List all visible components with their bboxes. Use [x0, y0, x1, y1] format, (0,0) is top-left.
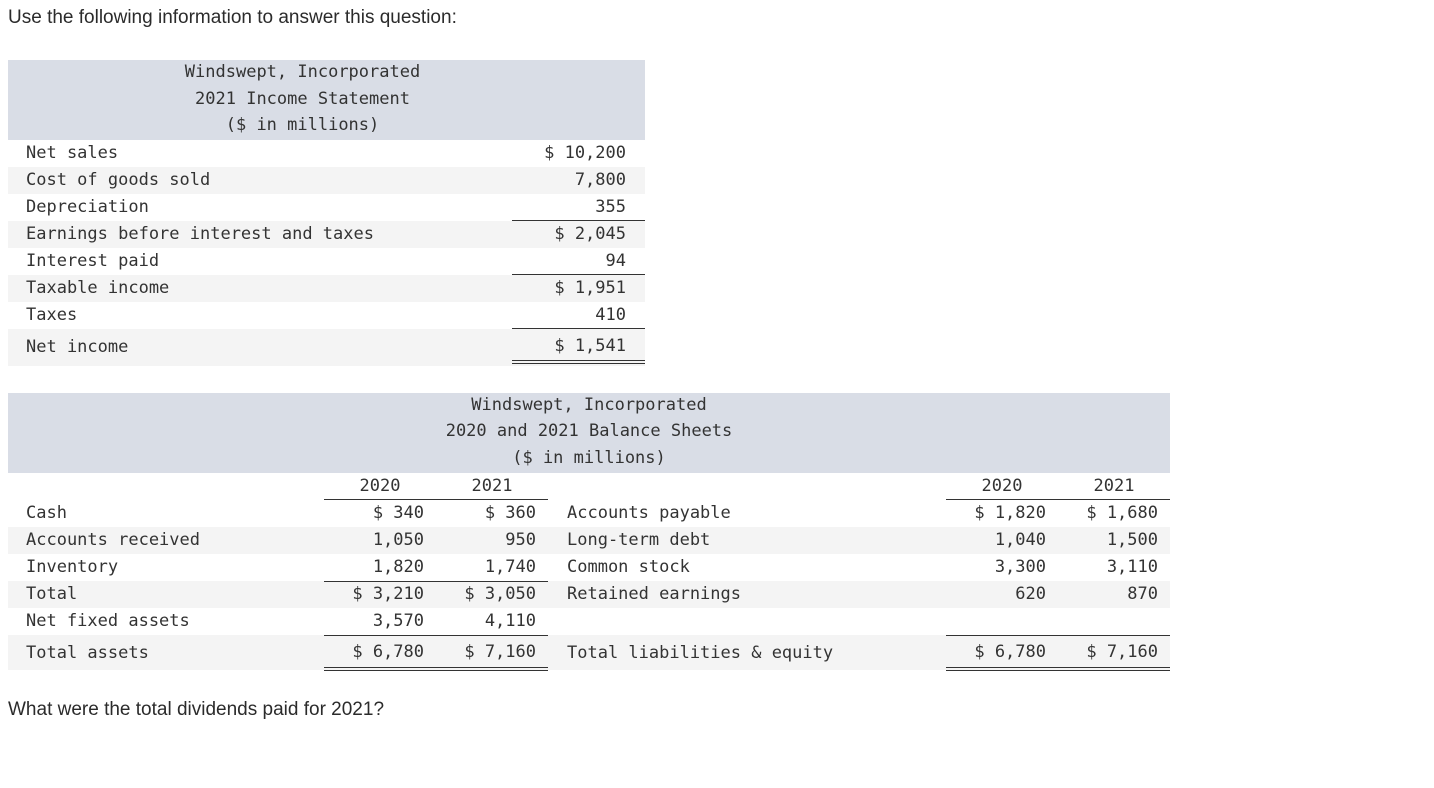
liability-2021: $ 1,680: [1086, 503, 1158, 523]
balance-sheet-units: ($ in millions): [512, 448, 666, 468]
double-rule-top: [512, 360, 645, 361]
table-row: Net fixed assets 3,570 4,110: [8, 608, 1170, 635]
row-value: 355: [595, 197, 626, 217]
income-statement-units: ($ in millions): [225, 115, 380, 135]
subtotal-rule: [324, 581, 548, 582]
asset-2021: 950: [505, 530, 536, 550]
subtotal-rule: [324, 635, 548, 636]
row-label: Net sales: [26, 143, 119, 163]
asset-label: Total assets: [26, 643, 149, 663]
year-rule: [946, 499, 1170, 500]
row-value: $ 10,200: [544, 143, 626, 163]
liability-2020: 620: [1015, 584, 1046, 604]
year-2021-liabilities: 2021: [1093, 476, 1135, 496]
double-rule-bottom: [512, 363, 645, 364]
asset-label: Total: [26, 584, 78, 604]
table-row: Cash $ 340 $ 360 Accounts payable $ 1,82…: [8, 500, 1170, 527]
row-value: 94: [605, 251, 626, 271]
row-label: Earnings before interest and taxes: [26, 224, 374, 244]
asset-2020: 3,570: [372, 611, 424, 631]
asset-2020: $ 340: [372, 503, 424, 523]
row-label: Interest paid: [26, 251, 160, 271]
liability-2021: 870: [1127, 584, 1158, 604]
liability-2021: $ 7,160: [1086, 642, 1158, 662]
question-text: What were the total dividends paid for 2…: [8, 699, 385, 720]
double-rule-bottom: [324, 670, 548, 671]
subtotal-rule: [512, 328, 645, 329]
row-value: 410: [595, 305, 626, 325]
asset-label: Net fixed assets: [26, 611, 190, 631]
asset-2020: $ 3,210: [352, 584, 424, 604]
table-row: Cost of goods sold 7,800: [8, 167, 645, 194]
income-statement-title: 2021 Income Statement: [195, 89, 410, 109]
liability-2020: $ 1,820: [974, 503, 1046, 523]
table-row: Total assets $ 6,780 $ 7,160 Total liabi…: [8, 635, 1170, 670]
liability-label: Retained earnings: [567, 584, 741, 604]
balance-sheet-company: Windswept, Incorporated: [471, 395, 707, 415]
double-rule-top: [946, 667, 1170, 668]
row-value: 7,800: [574, 170, 626, 190]
row-value: $ 1,541: [554, 336, 626, 356]
balance-sheet-title: 2020 and 2021 Balance Sheets: [445, 421, 733, 441]
table-row: Taxable income $ 1,951: [8, 275, 645, 302]
subtotal-rule: [512, 220, 645, 221]
asset-label: Inventory: [26, 557, 119, 577]
liability-2020: 3,300: [994, 557, 1046, 577]
year-rule: [324, 499, 548, 500]
table-row: Net sales $ 10,200: [8, 140, 645, 167]
year-2020-assets: 2020: [359, 476, 401, 496]
asset-2020: 1,820: [372, 557, 424, 577]
intro-text: Use the following information to answer …: [8, 7, 457, 28]
row-label: Taxable income: [26, 278, 170, 298]
subtotal-rule: [946, 635, 1170, 636]
year-header-row: 2020 2021 2020 2021: [8, 473, 1170, 499]
row-label: Net income: [26, 337, 129, 357]
income-statement-table: Windswept, Incorporated 2021 Income Stat…: [8, 60, 645, 366]
asset-label: Cash: [26, 503, 67, 523]
asset-label: Accounts received: [26, 530, 200, 550]
asset-2021: $ 7,160: [464, 642, 536, 662]
table-row: Inventory 1,820 1,740 Common stock 3,300…: [8, 554, 1170, 581]
asset-2021: 4,110: [484, 611, 536, 631]
table-row: Net income $ 1,541: [8, 329, 645, 366]
subtotal-rule: [512, 274, 645, 275]
liability-label: Common stock: [567, 557, 690, 577]
liability-2021: 1,500: [1106, 530, 1158, 550]
liability-label: Long-term debt: [567, 530, 711, 550]
asset-2020: $ 6,780: [352, 642, 424, 662]
table-row: Earnings before interest and taxes $ 2,0…: [8, 221, 645, 248]
liability-label: Total liabilities & equity: [567, 643, 834, 663]
asset-2020: 1,050: [372, 530, 424, 550]
table-row: Interest paid 94: [8, 248, 645, 275]
table-row: Accounts received 1,050 950 Long-term de…: [8, 527, 1170, 554]
asset-2021: 1,740: [484, 557, 536, 577]
liability-2020: $ 6,780: [974, 642, 1046, 662]
table-row: Taxes 410: [8, 302, 645, 329]
balance-sheet-table: Windswept, Incorporated 2020 and 2021 Ba…: [8, 393, 1170, 673]
year-2021-assets: 2021: [471, 476, 513, 496]
income-statement-header: Windswept, Incorporated 2021 Income Stat…: [8, 60, 645, 140]
liability-label: Accounts payable: [567, 503, 731, 523]
row-label: Cost of goods sold: [26, 170, 211, 190]
liability-2020: 1,040: [994, 530, 1046, 550]
asset-2021: $ 3,050: [464, 584, 536, 604]
row-value: $ 1,951: [554, 278, 626, 298]
table-row: Depreciation 355: [8, 194, 645, 221]
year-2020-liabilities: 2020: [981, 476, 1023, 496]
income-statement-company: Windswept, Incorporated: [184, 62, 421, 82]
asset-2021: $ 360: [484, 503, 536, 523]
row-value: $ 2,045: [554, 224, 626, 244]
double-rule-bottom: [946, 670, 1170, 671]
row-label: Depreciation: [26, 197, 149, 217]
row-label: Taxes: [26, 305, 78, 325]
liability-2021: 3,110: [1106, 557, 1158, 577]
double-rule-top: [324, 667, 548, 668]
balance-sheet-header: Windswept, Incorporated 2020 and 2021 Ba…: [8, 393, 1170, 473]
table-row: Total $ 3,210 $ 3,050 Retained earnings …: [8, 581, 1170, 608]
